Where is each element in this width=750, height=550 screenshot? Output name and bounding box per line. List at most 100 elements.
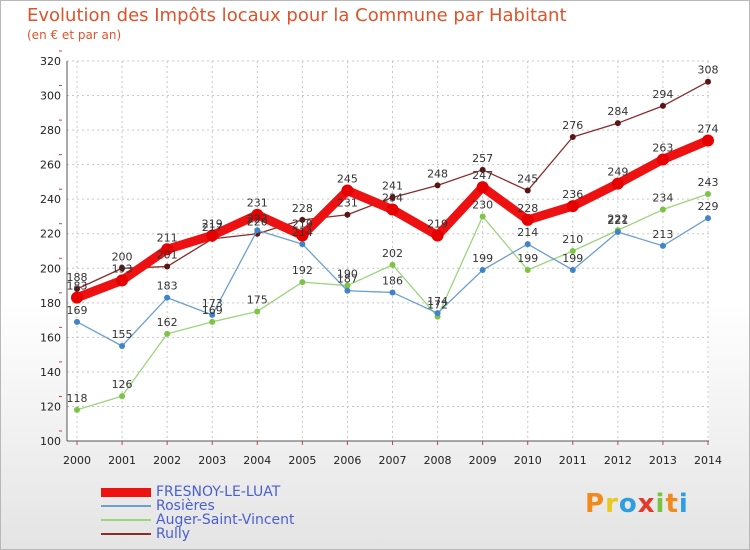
data-point	[705, 215, 711, 222]
data-point	[479, 166, 486, 173]
data-point	[299, 241, 306, 248]
legend-label: Rosières	[156, 498, 215, 514]
logo-letter: i	[678, 489, 689, 519]
y-tick-label: 100	[40, 435, 61, 448]
data-label: 174	[427, 295, 448, 308]
x-tick-label: 2006	[333, 454, 361, 467]
data-label: 211	[157, 231, 178, 244]
legend: FRESNOY-LE-LUAT Rosières Auger-Saint-Vince…	[101, 484, 401, 542]
data-point	[341, 184, 354, 197]
data-point	[389, 289, 396, 296]
data-point	[614, 229, 621, 235]
data-label: 183	[157, 280, 178, 293]
data-label: 201	[157, 249, 178, 262]
data-point	[476, 181, 489, 194]
data-label: 220	[247, 216, 268, 229]
data-point	[209, 318, 216, 325]
data-point	[431, 229, 444, 242]
data-label: 276	[562, 119, 583, 132]
legend-swatch	[101, 487, 151, 497]
data-label: 217	[202, 221, 223, 234]
data-label: 200	[112, 250, 133, 263]
y-tick-label: 260	[40, 159, 61, 172]
data-point	[206, 229, 219, 242]
y-tick-label: 300	[40, 90, 61, 103]
y-tick-label: 320	[40, 55, 61, 68]
data-label: 234	[382, 192, 403, 205]
data-point	[299, 279, 306, 286]
data-label: 274	[698, 122, 719, 135]
x-tick-label: 2005	[288, 454, 316, 467]
data-point	[74, 286, 80, 292]
data-point	[479, 213, 486, 220]
data-point	[119, 393, 126, 400]
data-point	[611, 177, 624, 190]
legend-label: Rully	[156, 526, 191, 542]
data-label: 234	[652, 192, 673, 205]
data-label: 230	[472, 198, 493, 211]
data-label: 228	[517, 202, 538, 215]
data-point	[569, 267, 576, 273]
data-point	[74, 406, 80, 413]
y-tick-label: 240	[40, 193, 61, 206]
data-label: 247	[472, 169, 493, 182]
y-tick-label: 180	[40, 297, 61, 310]
proxiti-logo: Proxiti	[585, 489, 689, 519]
data-point	[344, 211, 351, 218]
data-point	[524, 187, 531, 194]
x-tick-label: 2008	[424, 454, 452, 467]
chart-subtitle: (en € et par an)	[27, 28, 122, 42]
data-point	[74, 318, 80, 325]
x-tick-label: 2014	[694, 454, 722, 467]
legend-swatch	[101, 533, 151, 535]
x-tick-label: 2009	[469, 454, 497, 467]
data-point	[524, 267, 531, 273]
data-label: 219	[427, 217, 448, 230]
data-label: 284	[607, 105, 628, 118]
data-point	[566, 200, 579, 213]
y-tick-label: 200	[40, 262, 61, 275]
legend-item: Auger-Saint-Vincent	[101, 512, 401, 528]
data-point	[705, 191, 711, 197]
data-label: 169	[202, 304, 223, 317]
data-point	[209, 311, 216, 318]
data-label: 199	[472, 252, 493, 265]
data-label: 186	[382, 274, 403, 287]
data-point	[344, 282, 351, 289]
data-point	[569, 248, 576, 254]
data-label: 169	[67, 304, 88, 317]
data-label: 210	[562, 233, 583, 246]
legend-item: FRESNOY-LE-LUAT	[101, 484, 401, 500]
data-label: 213	[652, 228, 673, 241]
data-label: 172	[427, 299, 448, 312]
data-point	[386, 203, 399, 216]
data-label: 229	[698, 200, 719, 213]
data-point	[119, 265, 126, 272]
data-label: 231	[247, 197, 268, 210]
legend-label: Auger-Saint-Vincent	[156, 512, 295, 528]
logo-letter: o	[618, 489, 638, 519]
data-label: 219	[292, 217, 313, 230]
data-label: 228	[292, 202, 313, 215]
data-label: 173	[202, 297, 223, 310]
data-label: 190	[337, 268, 358, 281]
x-tick-label: 2001	[108, 454, 136, 467]
data-label: 308	[698, 64, 719, 77]
y-tick-label: 280	[40, 124, 61, 137]
data-point	[389, 261, 396, 268]
logo-letter: t	[665, 489, 679, 519]
data-point	[659, 102, 666, 109]
data-label: 118	[67, 392, 88, 405]
data-point	[164, 294, 171, 301]
data-point	[659, 242, 666, 249]
data-label: 221	[607, 214, 628, 227]
data-point	[705, 78, 711, 85]
legend-swatch	[101, 505, 151, 507]
data-point	[434, 182, 441, 189]
logo-letter: x	[637, 489, 656, 519]
data-label: 231	[337, 197, 358, 210]
data-point	[119, 343, 126, 349]
data-point	[161, 243, 174, 256]
legend-item: Rosières	[101, 498, 401, 514]
data-point	[524, 241, 531, 248]
